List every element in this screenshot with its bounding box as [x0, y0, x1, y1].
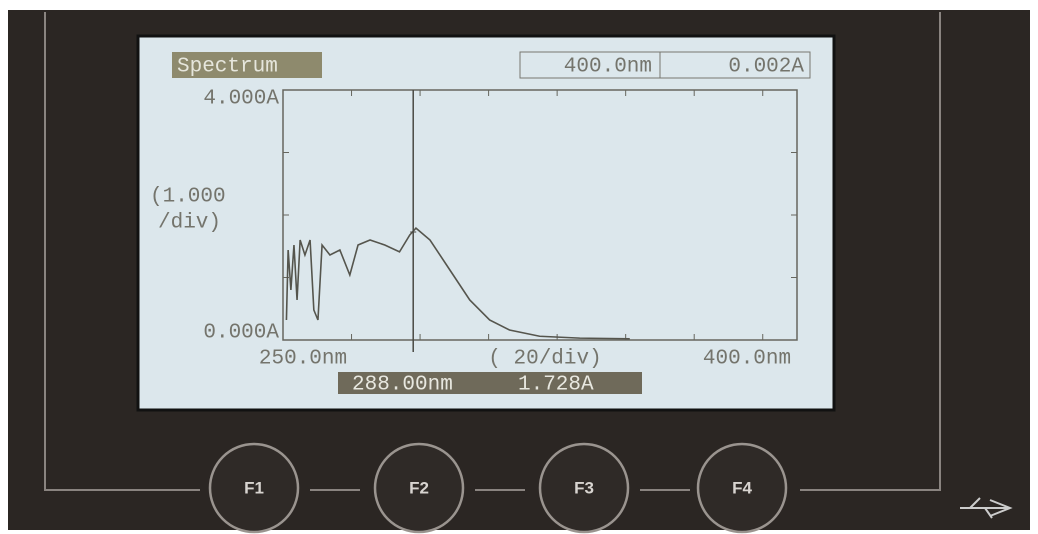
x-tick-label: 400.0nm: [703, 348, 791, 371]
header-absorbance: 0.002A: [728, 56, 804, 79]
screen-title: Spectrum: [177, 56, 278, 79]
header-wavelength: 400.0nm: [564, 56, 652, 79]
x-scale-label: ( 20/div): [488, 348, 601, 371]
cursor-absorbance: 1.728A: [518, 374, 594, 397]
y-tick-label: 0.000A: [203, 322, 279, 345]
function-button-label[interactable]: F1: [244, 478, 264, 497]
function-button-label[interactable]: F3: [574, 478, 594, 497]
function-button-label[interactable]: F4: [732, 478, 752, 497]
device-photo: Spectrum 400.0nm 0.002A 0.000A 4.000A 250.…: [0, 0, 1038, 534]
y-scale-label: (1.000: [150, 186, 226, 209]
function-button-label[interactable]: F2: [409, 478, 429, 497]
y-scale-label: /div): [158, 212, 221, 235]
x-tick-label: 250.0nm: [259, 348, 347, 371]
cursor-wavelength: 288.00nm: [352, 374, 453, 397]
y-tick-label: 4.000A: [203, 88, 279, 111]
